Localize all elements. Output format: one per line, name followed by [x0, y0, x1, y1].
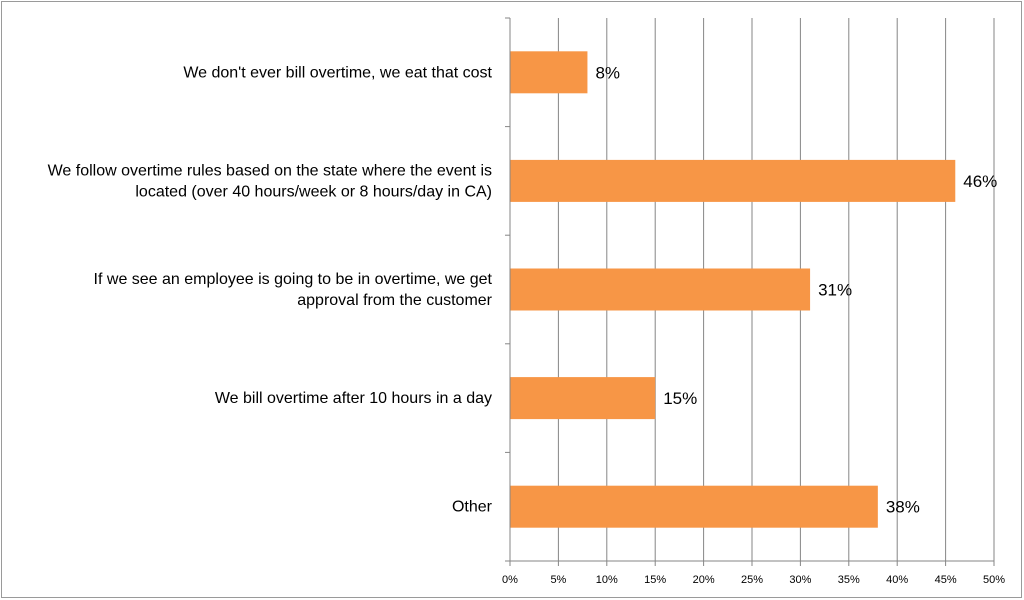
- x-tick-label: 50%: [983, 574, 1005, 586]
- data-label: 15%: [663, 389, 697, 408]
- category-label: located (over 40 hours/week or 8 hours/d…: [135, 183, 492, 200]
- data-label: 8%: [595, 63, 620, 82]
- bar: [510, 159, 956, 202]
- x-tick-label: 40%: [886, 574, 908, 586]
- bar: [510, 377, 656, 420]
- x-tick-label: 20%: [693, 574, 715, 586]
- category-label: We don't ever bill overtime, we eat that…: [183, 64, 492, 81]
- x-tick-label: 25%: [741, 574, 763, 586]
- axes: [505, 17, 995, 566]
- data-label: 38%: [886, 498, 920, 517]
- category-label: Other: [452, 499, 493, 516]
- x-tick-label: 5%: [550, 574, 566, 586]
- category-label: We follow overtime rules based on the st…: [48, 162, 492, 179]
- bar: [510, 51, 588, 94]
- category-label: approval from the customer: [297, 292, 492, 309]
- bars: [510, 51, 956, 528]
- data-label: 31%: [818, 281, 852, 300]
- x-tick-label: 45%: [935, 574, 957, 586]
- x-tick-label: 35%: [838, 574, 860, 586]
- labels: 0% 5% 10% 15% 20% 25% 30% 35% 40% 45% 50% 8% We don'…: [48, 63, 1006, 586]
- x-tick-label: 30%: [789, 574, 811, 586]
- x-tick-label: 10%: [596, 574, 618, 586]
- data-label: 46%: [963, 172, 997, 191]
- gridlines: [557, 18, 995, 561]
- category-label: If we see an employee is going to be in …: [94, 271, 493, 288]
- category-label: We bill overtime after 10 hours in a day: [215, 390, 492, 407]
- x-tick-label: 0%: [502, 574, 518, 586]
- x-tick-label: 15%: [644, 574, 666, 586]
- bar: [510, 268, 811, 311]
- bar: [510, 485, 878, 528]
